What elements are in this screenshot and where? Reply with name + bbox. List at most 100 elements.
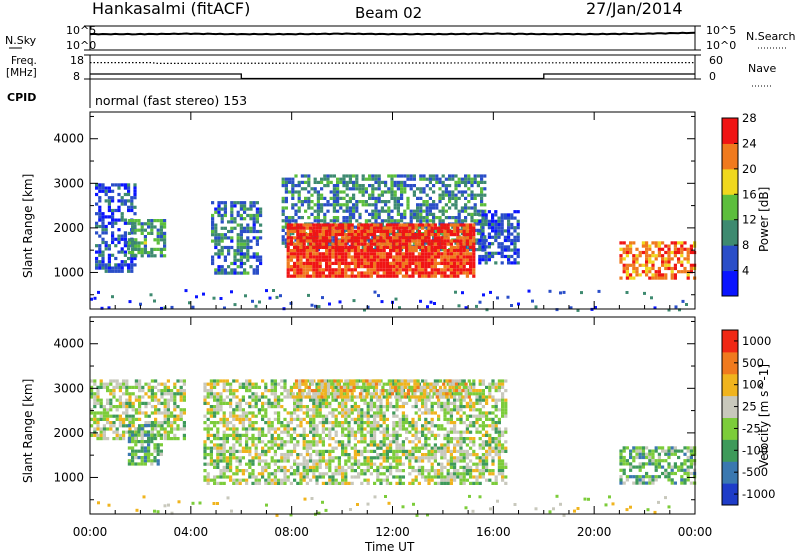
data-cell [443,411,447,415]
data-cell [484,254,488,259]
data-cell [163,417,167,421]
data-cell [153,238,157,242]
ground-scatter-cell [594,306,597,309]
data-cell [437,449,441,453]
data-cell [127,251,131,255]
data-cell [101,218,105,222]
data-cell [163,433,167,437]
data-cell [425,206,429,210]
data-cell [417,242,421,246]
data-cell [376,271,380,275]
data-cell [453,446,457,450]
data-cell [143,251,147,255]
data-cell [115,385,119,389]
data-cell [373,233,377,237]
data-cell [398,265,402,269]
data-cell [216,408,220,412]
data-cell [331,389,335,393]
data-cell [677,250,681,255]
data-cell [289,481,293,485]
data-cell [241,424,245,428]
data-cell [385,459,389,463]
data-cell [223,226,227,230]
data-cell [654,244,658,248]
data-cell [294,203,298,207]
data-cell [385,453,389,457]
data-cell [150,440,154,444]
data-cell [417,236,421,240]
data-cell [243,226,247,230]
ground-scatter-cell [258,300,261,304]
data-cell [443,245,447,249]
data-cell [104,240,108,245]
beam-title: Beam 02 [355,4,422,22]
data-cell [321,401,325,405]
data-cell [273,430,277,434]
data-cell [270,443,274,447]
data-cell [341,427,345,431]
data-cell [337,443,341,447]
data-cell [95,224,99,229]
data-cell [173,433,177,437]
data-cell [229,453,233,457]
ground-scatter-cell [230,290,233,294]
data-cell [342,180,346,184]
data-cell [246,255,250,259]
data-cell [238,398,242,402]
data-cell [318,408,322,412]
data-cell [424,475,428,479]
data-cell [379,274,383,278]
data-cell [352,193,356,197]
data-cell [219,398,223,402]
data-cell [222,456,226,460]
data-cell [222,453,226,457]
data-cell [430,252,434,256]
data-cell [440,255,444,259]
data-cell [214,229,218,234]
data-cell [677,247,681,251]
data-cell [109,414,113,418]
data-cell [236,213,240,218]
data-cell [156,462,160,466]
data-cell [117,250,121,254]
data-cell [255,236,259,240]
data-cell [127,231,131,235]
data-cell [109,421,113,425]
data-cell [156,241,160,245]
data-cell [312,239,316,243]
data-cell [163,398,167,402]
data-cell [405,255,409,259]
data-cell [376,443,380,447]
data-cell [408,242,412,246]
data-cell [138,389,142,393]
data-cell [446,268,450,272]
data-cell [160,421,164,425]
data-cell [206,389,210,393]
data-cell [350,408,354,412]
nsky-label: N.Sky [5,34,37,47]
data-cell [225,395,229,399]
data-cell [254,443,258,447]
data-cell [235,414,239,418]
data-cell [252,201,256,205]
data-cell [232,446,236,450]
data-cell [220,239,224,243]
data-cell [363,239,367,243]
data-cell [395,453,399,457]
data-cell [481,222,485,227]
data-cell [400,180,404,184]
data-cell [206,462,210,466]
data-cell [396,200,400,204]
data-cell [309,430,313,434]
data-cell [638,250,642,255]
data-cell [310,187,314,191]
data-cell [252,229,256,234]
data-cell [112,414,116,418]
data-cell [405,258,409,262]
data-cell [236,271,240,275]
data-cell [373,271,377,275]
data-cell [427,478,431,482]
data-cell [358,184,362,188]
data-cell [368,193,372,197]
data-cell [432,219,436,223]
